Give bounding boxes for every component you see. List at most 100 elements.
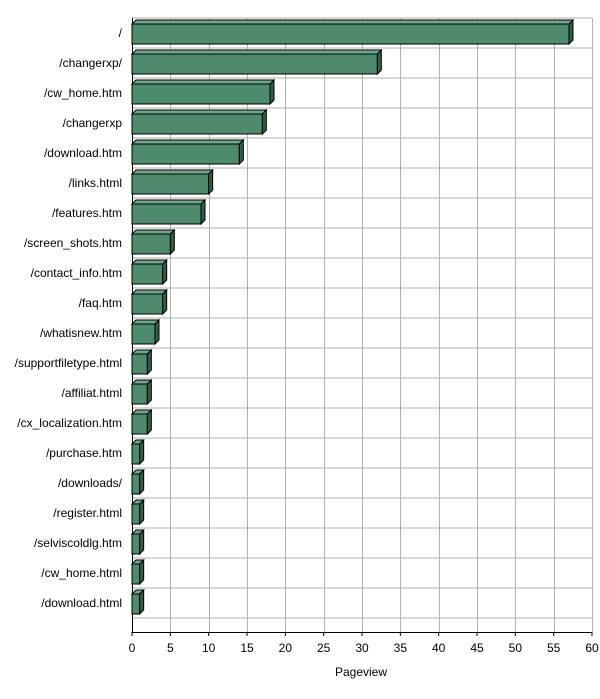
- bar-side: [208, 168, 214, 196]
- bar-front: [131, 83, 271, 105]
- bar: [130, 78, 276, 106]
- grid: [132, 17, 593, 633]
- bar-top: [130, 139, 245, 145]
- bar-side: [146, 408, 152, 436]
- bar: [130, 228, 176, 256]
- bar-top: [130, 49, 383, 55]
- category-label: /screen_shots.htm: [24, 236, 122, 250]
- category-label: /features.htm: [52, 206, 122, 220]
- bar-top: [130, 229, 176, 235]
- bar-side: [139, 588, 145, 616]
- bar-side: [139, 498, 145, 526]
- bar: [130, 288, 168, 316]
- bar-side: [146, 378, 152, 406]
- bar-side: [139, 468, 145, 496]
- bar: [130, 348, 153, 376]
- bar-top: [130, 289, 168, 295]
- bar: [130, 18, 575, 46]
- bar-front: [131, 203, 202, 225]
- bar: [130, 528, 145, 556]
- x-tick-label: 25: [317, 641, 331, 655]
- category-label: /register.html: [53, 506, 122, 520]
- category-label: /selviscoldlg.htm: [34, 536, 122, 550]
- bar: [130, 408, 153, 436]
- bar: [130, 108, 268, 136]
- category-label: /affiliat.html: [62, 386, 122, 400]
- category-label: /download.html: [41, 596, 122, 610]
- bar-side: [376, 48, 382, 76]
- bar: [130, 198, 207, 226]
- category-label: /cw_home.html: [41, 566, 122, 580]
- bar: [130, 498, 145, 526]
- category-label: /cx_localization.htm: [17, 416, 122, 430]
- bar-front: [131, 233, 171, 255]
- bar-side: [269, 78, 275, 106]
- category-label: /download.htm: [44, 146, 122, 160]
- bar-front: [131, 53, 378, 75]
- bar: [130, 258, 168, 286]
- category-label: /: [119, 26, 123, 40]
- bar-front: [131, 383, 148, 405]
- bar-side: [139, 528, 145, 556]
- category-label: /links.html: [69, 176, 122, 190]
- bar-side: [139, 438, 145, 466]
- bar: [130, 558, 145, 586]
- category-label: /downloads/: [58, 476, 123, 490]
- x-tick-label: 50: [509, 641, 523, 655]
- bar-top: [130, 199, 207, 205]
- bar-side: [200, 198, 206, 226]
- category-label: /supportfiletype.html: [15, 356, 122, 370]
- bar-top: [130, 169, 214, 175]
- x-tick-label: 15: [240, 641, 254, 655]
- bar-front: [131, 593, 141, 615]
- category-label: /contact_info.htm: [31, 266, 122, 280]
- bar-side: [154, 318, 160, 346]
- bar: [130, 318, 161, 346]
- bar: [130, 378, 153, 406]
- category-labels: / /changerxp/ /cw_home.htm/changerxp/downl…: [15, 26, 123, 610]
- category-label: /purchase.htm: [46, 446, 122, 460]
- bar-front: [131, 413, 148, 435]
- x-axis-title: Pageview: [335, 665, 387, 679]
- x-tick-labels: 0 5 10 15 20 25 30 35 40 45 50 55 60: [129, 632, 599, 655]
- bar-front: [131, 503, 141, 525]
- category-label: /changerxp: [63, 116, 123, 130]
- bar-front: [131, 113, 263, 135]
- x-tick-label: 35: [394, 641, 408, 655]
- bar: [130, 48, 383, 76]
- bar-front: [131, 533, 141, 555]
- bar-front: [131, 293, 164, 315]
- category-label: /cw_home.htm: [44, 86, 122, 100]
- x-tick-label: 20: [279, 641, 293, 655]
- x-tick-label: 40: [432, 641, 446, 655]
- bar-side: [261, 108, 267, 136]
- bar-side: [169, 228, 175, 256]
- bar-top: [130, 79, 276, 85]
- bar-front: [131, 443, 141, 465]
- bar-side: [139, 558, 145, 586]
- bar-top: [130, 259, 168, 265]
- bar-front: [131, 143, 240, 165]
- bar-top: [130, 19, 575, 25]
- category-label: /whatisnew.htm: [40, 326, 122, 340]
- bar-front: [131, 173, 210, 195]
- bar: [130, 168, 214, 196]
- bar-side: [146, 348, 152, 376]
- x-tick-label: 55: [547, 641, 561, 655]
- bar-front: [131, 353, 148, 375]
- x-tick-label: 5: [167, 641, 174, 655]
- x-tick-label: 60: [585, 641, 599, 655]
- bar: [130, 438, 145, 466]
- x-tick-label: 0: [129, 641, 136, 655]
- bar-side: [568, 18, 574, 46]
- category-label: /changerxp/: [59, 56, 122, 70]
- bar-side: [162, 258, 168, 286]
- bar-side: [162, 288, 168, 316]
- bar-front: [131, 263, 164, 285]
- x-tick-label: 30: [355, 641, 369, 655]
- category-label: /faq.htm: [79, 296, 122, 310]
- x-tick-label: 10: [202, 641, 216, 655]
- bar-front: [131, 23, 570, 45]
- bar: [130, 468, 145, 496]
